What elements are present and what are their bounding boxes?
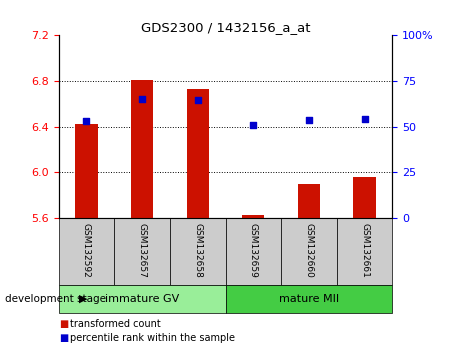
Text: ■: ■ (59, 333, 68, 343)
Point (138, 96, 146, 102)
Text: immature GV: immature GV (105, 294, 179, 304)
Point (194, 97, 201, 103)
Bar (337, 218, 392, 285)
Bar (226, 285, 392, 313)
Text: mature MII: mature MII (279, 294, 339, 304)
Text: GSM132657: GSM132657 (138, 223, 147, 278)
Bar (298, 183, 320, 218)
Point (305, 117, 313, 122)
Text: ▶: ▶ (79, 294, 87, 304)
Title: GDS2300 / 1432156_a_at: GDS2300 / 1432156_a_at (141, 21, 310, 34)
Bar (226, 218, 281, 285)
Bar (170, 218, 226, 285)
Text: ■: ■ (59, 319, 68, 329)
Bar (187, 89, 209, 218)
Text: GSM132661: GSM132661 (360, 223, 369, 278)
Bar (114, 218, 170, 285)
Bar (242, 216, 264, 218)
Text: development stage: development stage (5, 294, 106, 304)
Point (250, 122, 257, 128)
Text: GSM132660: GSM132660 (304, 223, 313, 278)
Bar (75, 124, 97, 218)
Bar (131, 80, 153, 218)
Text: GSM132658: GSM132658 (193, 223, 202, 278)
Point (361, 116, 368, 121)
Bar (281, 218, 337, 285)
Point (83, 118, 90, 124)
Text: transformed count: transformed count (70, 319, 161, 329)
Text: percentile rank within the sample: percentile rank within the sample (70, 333, 235, 343)
Text: GSM132659: GSM132659 (249, 223, 258, 278)
Bar (59, 285, 226, 313)
Text: GSM132592: GSM132592 (82, 223, 91, 278)
Bar (354, 177, 376, 218)
Bar (59, 218, 114, 285)
